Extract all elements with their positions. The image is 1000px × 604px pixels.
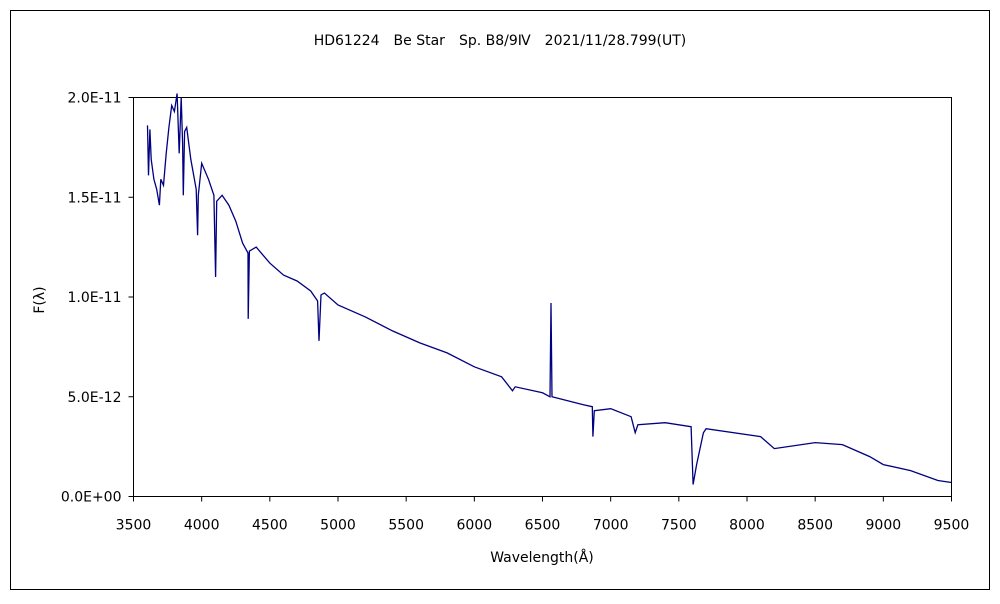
x-tick-label: 9000 xyxy=(866,518,902,534)
x-tick-label: 5000 xyxy=(320,518,356,534)
y-axis-title: F(λ) xyxy=(32,286,48,313)
x-tick-label: 6500 xyxy=(525,518,561,534)
y-tick-label: 1.5E-11 xyxy=(68,190,122,206)
spectrum-line xyxy=(146,93,952,485)
y-tick-label: 2.0E-11 xyxy=(68,91,122,107)
y-tick-label: 0.0E+00 xyxy=(61,490,122,506)
x-tick-label: 3500 xyxy=(116,518,152,534)
x-tick-label: 7000 xyxy=(593,518,629,534)
plot-area xyxy=(133,97,952,497)
x-tick-label: 4000 xyxy=(184,518,220,534)
y-tick-label: 5.0E-12 xyxy=(68,390,122,406)
x-tick-label: 4500 xyxy=(252,518,288,534)
x-tick-label: 6000 xyxy=(457,518,493,534)
y-tick-label: 1.0E-11 xyxy=(68,290,122,306)
x-tick-label: 8500 xyxy=(797,518,833,534)
x-tick-label: 8000 xyxy=(729,518,765,534)
chart-title: HD61224 Be Star Sp. B8/9Ⅳ 2021/11/28.799… xyxy=(314,33,687,49)
x-tick-label: 7500 xyxy=(661,518,697,534)
x-tick-label: 5500 xyxy=(388,518,424,534)
x-tick-label: 9500 xyxy=(934,518,970,534)
x-axis-title: Wavelength(Å) xyxy=(490,549,594,566)
